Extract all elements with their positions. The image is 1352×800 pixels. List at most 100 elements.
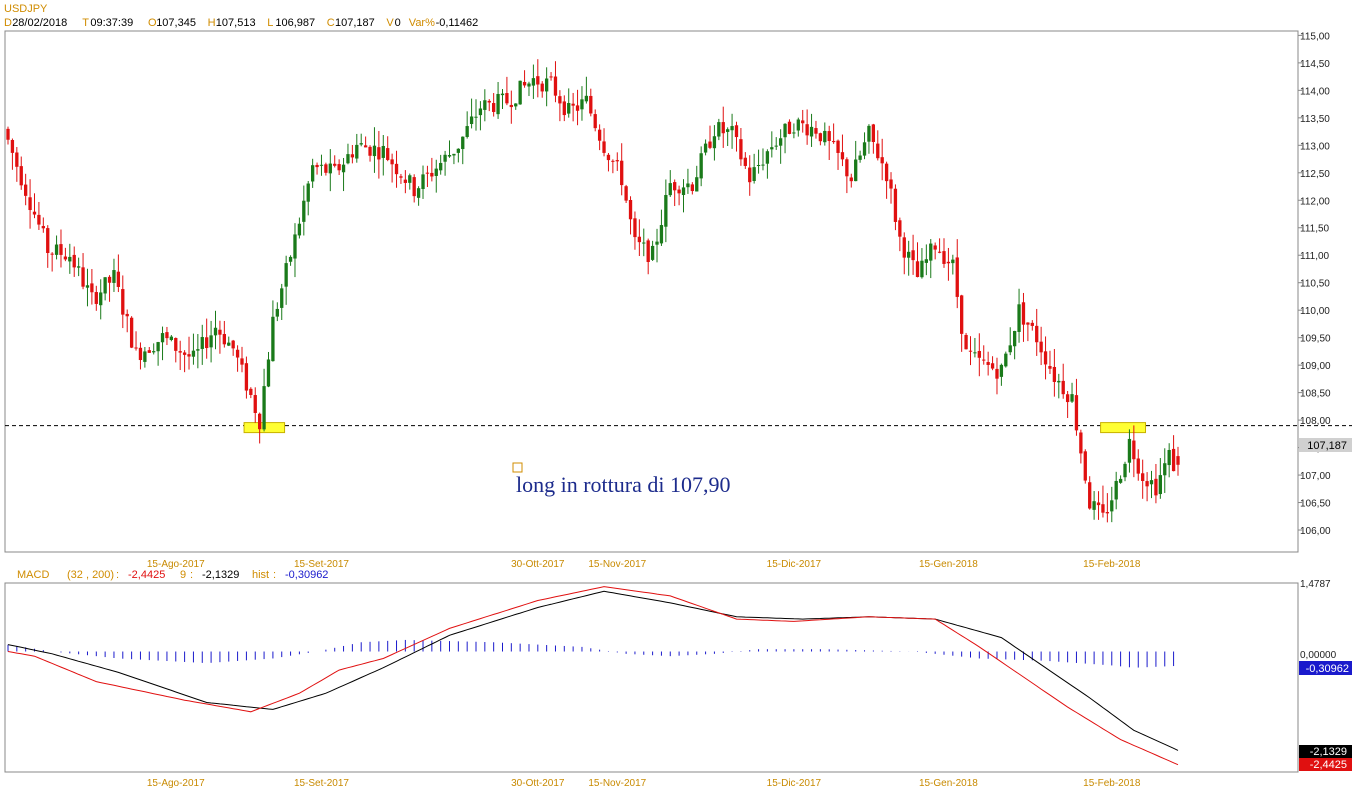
macd-panel <box>4 582 1299 773</box>
candle-body <box>1048 366 1052 369</box>
candle-body <box>487 100 491 103</box>
candle-body <box>399 176 403 178</box>
signal-period: 9 <box>180 569 186 581</box>
candle-body <box>50 253 54 255</box>
candle-body <box>584 95 589 102</box>
candle-body <box>889 179 893 189</box>
candle-body <box>880 157 884 164</box>
price-tick-label: 109,00 <box>1300 361 1331 372</box>
date-tick-label: 15-Gen-2018 <box>919 559 978 570</box>
candle-body <box>492 103 496 112</box>
candle-body <box>955 257 959 297</box>
candle-body <box>1061 380 1065 395</box>
candle-body <box>1026 322 1030 325</box>
candle-body <box>165 332 169 339</box>
candle-body <box>756 164 761 166</box>
candle-body <box>359 143 363 145</box>
candle-body <box>147 350 151 353</box>
candle-body <box>593 114 597 129</box>
candle-body <box>368 146 372 156</box>
macd-params: (32 , 200) <box>67 569 114 581</box>
candle-body <box>673 182 677 191</box>
candle-body <box>315 164 319 168</box>
candle-body <box>319 164 324 166</box>
highlight-zone <box>1100 422 1147 434</box>
hist-value: -0,30962 <box>285 569 328 581</box>
candle-body <box>765 151 770 164</box>
candle-body <box>968 350 973 352</box>
candle-body <box>1030 322 1034 326</box>
candle-body <box>823 130 827 143</box>
candle-body <box>284 263 288 287</box>
candle-body <box>439 162 443 171</box>
price-tick-label: 111,50 <box>1300 224 1330 235</box>
candle-body <box>178 351 182 353</box>
candle-body <box>372 145 377 157</box>
date-tick-label: 15-Ago-2017 <box>147 778 205 789</box>
candle-body <box>297 223 302 236</box>
candle-body <box>695 177 699 192</box>
candle-body <box>187 354 191 357</box>
candle-body <box>1057 380 1061 383</box>
candle-body <box>1105 512 1110 514</box>
svg-text::: : <box>190 569 193 581</box>
candle-body <box>6 128 10 140</box>
candle-body <box>748 167 752 183</box>
candle-body <box>522 81 527 86</box>
candle-body <box>434 168 438 176</box>
candle-body <box>717 122 721 137</box>
candle-body <box>333 163 337 166</box>
candle-body <box>134 347 138 349</box>
candle-body <box>628 199 633 220</box>
candle-body <box>28 197 32 211</box>
candle-body <box>990 363 995 369</box>
candle-body <box>739 139 743 160</box>
candle-body <box>818 133 823 142</box>
price-tick-label: 113,50 <box>1300 114 1330 125</box>
candle-body <box>876 143 880 159</box>
date-tick-label: 15-Dic-2017 <box>767 559 822 570</box>
candle-body <box>156 342 160 352</box>
candle-body <box>469 116 474 125</box>
candle-body <box>787 121 792 134</box>
date-tick-label: 30-Ott-2017 <box>511 559 565 570</box>
candle-body <box>337 164 341 171</box>
price-tick-label: 107,00 <box>1300 471 1331 482</box>
annotation-anchor-icon[interactable] <box>512 462 523 473</box>
candle-body <box>933 245 937 250</box>
candle-body <box>871 124 876 142</box>
candle-body <box>1065 394 1070 403</box>
candle-body <box>32 211 37 215</box>
candle-body <box>262 386 266 430</box>
date-tick-label: 30-Ott-2017 <box>511 778 565 789</box>
candle-body <box>858 155 862 160</box>
candle-body <box>452 153 456 156</box>
signal-line <box>7 590 1179 751</box>
candle-body <box>218 329 222 335</box>
candle-body <box>1043 351 1048 365</box>
candle-body <box>1070 394 1074 402</box>
price-tick-label: 109,50 <box>1300 334 1331 345</box>
candle-body <box>836 140 840 153</box>
candle-body <box>68 256 72 262</box>
macd-histogram <box>7 639 1175 668</box>
annotation-text[interactable]: long in rottura di 107,90 <box>516 472 730 497</box>
candle-body <box>386 148 390 160</box>
price-tick-label: 112,00 <box>1300 196 1330 207</box>
price-tick-label: 106,00 <box>1300 526 1331 537</box>
candle-body <box>1074 395 1079 431</box>
candle-body <box>814 128 818 134</box>
candle-body <box>24 184 28 196</box>
date-tick-label: 15-Set-2017 <box>294 559 349 570</box>
candle-body <box>85 285 90 288</box>
candle-body <box>54 244 59 255</box>
candle-body <box>942 251 946 264</box>
candle-body <box>606 154 611 161</box>
macd-value: -2,4425 <box>128 569 165 581</box>
candle-body <box>973 352 977 354</box>
candle-body <box>783 123 787 138</box>
candle-body <box>1145 481 1149 487</box>
candle-body <box>421 174 425 190</box>
candle-body <box>381 145 385 158</box>
candle-body <box>986 362 990 365</box>
